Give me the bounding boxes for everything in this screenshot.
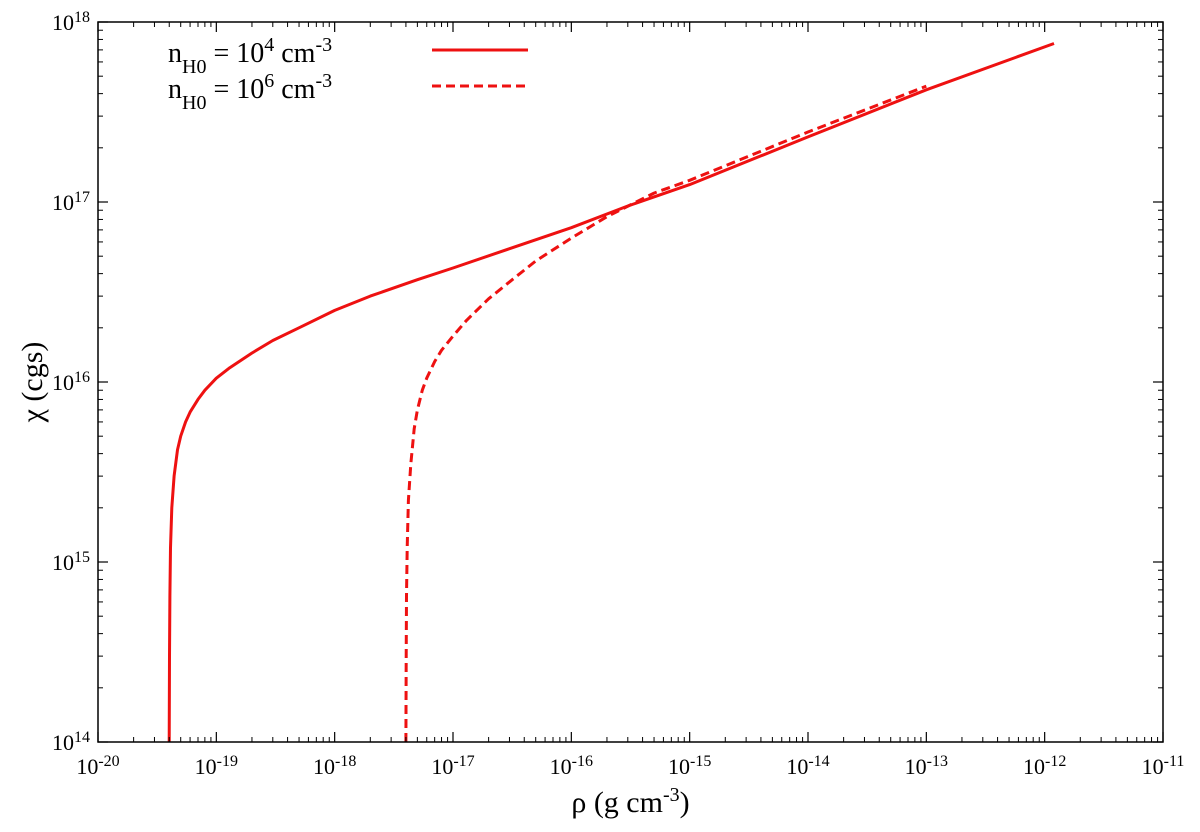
series-line-dashed (404, 84, 927, 743)
axis-ticks (97, 21, 1164, 743)
y-axis-label: χ (cgs) (16, 342, 49, 424)
y-tick-label: 1014 (52, 729, 90, 756)
legend-unit: cm (274, 74, 315, 105)
legend-label-dashed: nH0 = 106 cm-3 (168, 70, 332, 114)
legend-sub: H0 (182, 56, 206, 78)
legend-entry-solid: nH0 = 104 cm-3 (168, 34, 528, 78)
legend-eq: = 10 (206, 74, 264, 105)
legend-label-solid: nH0 = 104 cm-3 (168, 34, 332, 78)
legend-exp: 4 (264, 34, 274, 56)
plot-frame (97, 21, 1164, 743)
legend-entry-dashed: nH0 = 106 cm-3 (168, 70, 528, 114)
x-axis-label-base: ρ (g cm (571, 786, 663, 819)
x-tick-label: 10-17 (431, 753, 474, 780)
legend-unit-exp: -3 (315, 70, 332, 92)
legend-n: n (168, 38, 182, 69)
y-tick-label: 1015 (52, 549, 90, 576)
y-tick-label: 1016 (52, 369, 90, 396)
x-tick-label: 10-19 (195, 753, 238, 780)
x-tick-label: 10-16 (550, 753, 593, 780)
legend-unit: cm (274, 38, 315, 69)
x-tick-label: 10-12 (1023, 753, 1066, 780)
y-tick-labels: 1014 1015 1016 1017 1018 (52, 9, 90, 756)
x-tick-label: 10-15 (668, 753, 711, 780)
legend-n: n (168, 74, 182, 105)
x-tick-label: 10-13 (905, 753, 948, 780)
legend-exp: 6 (264, 70, 274, 92)
x-tick-labels: 10-20 10-19 10-18 10-17 10-16 10-15 10-14 10-13… (76, 753, 1184, 780)
series-line-solid (167, 42, 1055, 743)
legend: nH0 = 104 cm-3 nH0 = 106 cm-3 (168, 34, 528, 114)
y-tick-label: 1017 (52, 189, 90, 216)
x-tick-label: 10-18 (313, 753, 356, 780)
legend-eq: = 10 (206, 38, 264, 69)
y-tick-label: 1018 (52, 9, 90, 36)
legend-unit-exp: -3 (315, 34, 332, 56)
legend-sub: H0 (182, 92, 206, 114)
x-tick-label: 10-14 (786, 753, 829, 780)
x-axis-label: ρ (g cm-3) (571, 784, 689, 819)
x-tick-label: 10-11 (1142, 753, 1185, 780)
x-tick-label: 10-20 (76, 753, 119, 780)
chart-marks (167, 42, 1055, 743)
x-axis-label-exp: -3 (663, 784, 680, 806)
x-axis-label-close: ) (680, 786, 690, 819)
